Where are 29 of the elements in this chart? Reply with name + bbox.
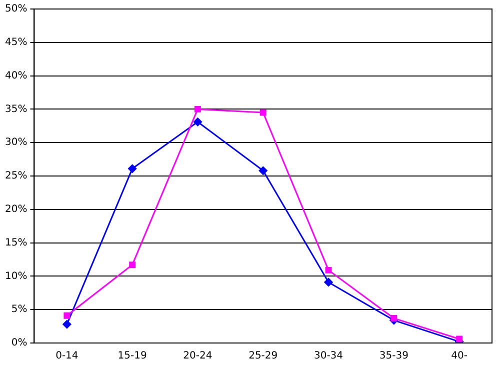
point xyxy=(128,164,137,173)
y-tick-label: 50% xyxy=(4,4,28,15)
x-tick-label: 30-34 xyxy=(314,350,344,362)
x-tick-label: 25-29 xyxy=(248,350,278,362)
point xyxy=(64,312,70,319)
point xyxy=(258,166,268,175)
point xyxy=(194,106,201,112)
point xyxy=(62,320,72,329)
y-tick-label: 20% xyxy=(4,204,28,215)
x-tick-label: 40- xyxy=(451,350,468,362)
y-tick-label: 30% xyxy=(4,137,28,148)
x-tick-label: 0-14 xyxy=(56,350,78,362)
y-tick-label: 15% xyxy=(4,237,28,248)
point xyxy=(129,262,136,268)
x-tick-label: 15-19 xyxy=(118,350,147,362)
point xyxy=(260,109,266,116)
y-tick-label: 0% xyxy=(11,338,28,349)
point xyxy=(325,266,332,274)
y-tick-label: 45% xyxy=(4,36,28,48)
y-tick-label: 25% xyxy=(4,170,28,182)
point xyxy=(193,118,202,126)
y-tick-label: 10% xyxy=(4,270,28,282)
point xyxy=(390,315,398,322)
point xyxy=(324,278,333,286)
y-tick-label: 40% xyxy=(4,70,28,82)
y-tick-label: 5% xyxy=(11,304,28,316)
x-tick-label: 35-39 xyxy=(379,350,408,362)
x-tick-label: 20-24 xyxy=(183,350,212,362)
y-tick-label: 35% xyxy=(4,104,28,115)
